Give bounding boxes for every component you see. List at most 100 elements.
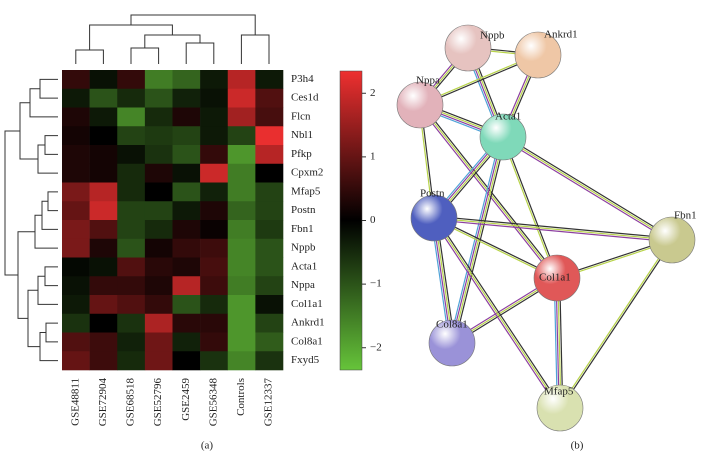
heat-cell [89, 313, 118, 333]
column-label: GSE68518 [125, 378, 137, 427]
colorbar-tick-label: 2 [370, 87, 376, 99]
heat-cell [200, 295, 229, 315]
heat-cell [144, 351, 173, 371]
heat-cell [117, 332, 146, 352]
heat-cell [89, 257, 118, 277]
heat-cell [62, 238, 90, 258]
heat-cell [200, 351, 229, 371]
heat-cell [144, 70, 173, 90]
heat-cell [62, 220, 90, 240]
heat-cell [89, 238, 118, 258]
heat-cell [117, 145, 146, 165]
heat-cell [255, 351, 284, 371]
heat-cell [200, 70, 229, 90]
node-label: Acta1 [495, 111, 521, 123]
row-label: Col8a1 [291, 335, 323, 347]
heat-cell [62, 332, 90, 352]
heat-cell [255, 257, 284, 277]
row-label: Ces1d [291, 92, 319, 104]
row-label: P3h4 [291, 73, 314, 85]
network-edge [502, 136, 673, 241]
row-label: Mfap5 [291, 185, 321, 197]
heat-cell [255, 201, 284, 221]
network-edge [431, 218, 559, 410]
network-node [479, 113, 527, 161]
heat-cell [172, 257, 201, 277]
heat-cell [89, 295, 118, 315]
row-label: Acta1 [291, 260, 317, 272]
heat-cell [89, 88, 118, 108]
heat-cell [117, 351, 146, 371]
heat-cell [117, 182, 146, 202]
heat-cell [117, 313, 146, 333]
heat-cell [200, 220, 229, 240]
heat-cell [255, 313, 284, 333]
heat-cell [227, 70, 256, 90]
heat-cell [144, 276, 173, 296]
heat-cell [62, 70, 90, 90]
heat-cell [255, 332, 284, 352]
heat-cell [89, 351, 118, 371]
heat-cell [144, 88, 173, 108]
column-label: GSE52796 [152, 378, 164, 427]
heat-cell [255, 276, 284, 296]
heat-cell [89, 276, 118, 296]
heat-cell [144, 313, 173, 333]
heat-cell [62, 295, 90, 315]
heat-cell [172, 238, 201, 258]
row-label: Nppb [291, 242, 316, 254]
network-edge [501, 137, 557, 279]
colorbar-tick-label: −1 [370, 278, 382, 290]
heat-cell [200, 88, 229, 108]
heat-cell [200, 276, 229, 296]
heat-cell [227, 313, 256, 333]
heat-cell [117, 70, 146, 90]
heat-cell [144, 201, 173, 221]
row-dendrogram [4, 78, 58, 362]
column-dendrogram [75, 14, 270, 64]
row-label: Nppa [291, 279, 315, 291]
panel-caption: (a) [201, 440, 214, 452]
network-edge [503, 136, 559, 278]
heat-cell [172, 88, 201, 108]
heat-cell [200, 332, 229, 352]
column-label: GSE48811 [69, 378, 81, 426]
column-label: Controls [235, 378, 247, 416]
heat-cell [255, 238, 284, 258]
heat-cell [144, 145, 173, 165]
heat-cell [227, 163, 256, 183]
heat-cell [227, 295, 256, 315]
heat-cell [172, 295, 201, 315]
node-label: Col8a1 [436, 319, 468, 331]
heat-cell [227, 276, 256, 296]
network-edge [418, 105, 557, 280]
colorbar-tick-label: 1 [370, 150, 376, 162]
heat-cell [227, 88, 256, 108]
heat-cell [255, 163, 284, 183]
heat-cell [200, 107, 229, 127]
heat-cell [227, 220, 256, 240]
heat-cell [227, 332, 256, 352]
node-label: Mfap5 [544, 386, 574, 398]
heat-cell [89, 107, 118, 127]
heat-cell [62, 88, 90, 108]
heat-cell [89, 126, 118, 146]
heat-cell [62, 163, 90, 183]
heat-cell [117, 201, 146, 221]
heat-cell [144, 126, 173, 146]
heat-cell [172, 332, 201, 352]
network-node [514, 31, 562, 79]
row-label: Fxyd5 [291, 354, 320, 366]
heat-cell [62, 351, 90, 371]
column-label: GSE2459 [180, 378, 192, 421]
heat-cell [227, 238, 256, 258]
heat-cell [144, 182, 173, 202]
heat-cell [144, 257, 173, 277]
row-label: Fbn1 [291, 223, 314, 235]
row-label: Ankrd1 [291, 317, 325, 329]
network-node [648, 216, 696, 264]
node-label: Nppa [416, 75, 440, 87]
heat-cell [89, 145, 118, 165]
heat-cell [172, 163, 201, 183]
heat-cell [255, 220, 284, 240]
